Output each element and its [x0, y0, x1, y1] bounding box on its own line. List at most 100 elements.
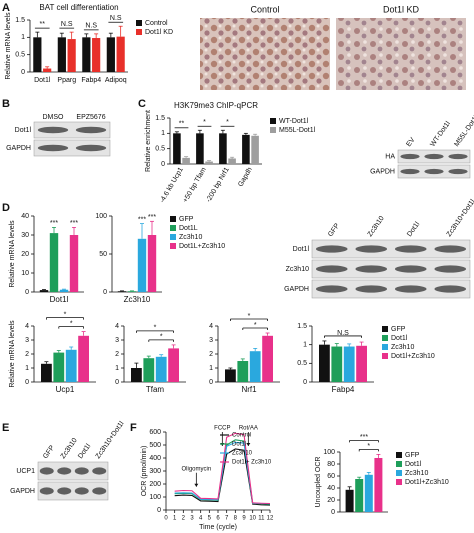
- y-tick-label: 300: [149, 468, 161, 475]
- x-tick-label: Adipoq: [105, 77, 127, 84]
- legend-label: GFP: [391, 326, 406, 333]
- legend-label: GFP: [179, 216, 194, 223]
- significance: *: [70, 320, 73, 327]
- legend-swatch: [170, 225, 176, 231]
- lane-label: Dot1l: [406, 220, 421, 238]
- blot-band: [92, 487, 107, 495]
- y-tick-label: 100: [323, 449, 335, 456]
- panel-label: D: [2, 202, 10, 214]
- bar: [182, 157, 190, 164]
- y-tick-label: 1.5: [15, 17, 25, 24]
- legend-swatch: [170, 234, 176, 240]
- y-tick-label: 0.5: [15, 52, 25, 59]
- significance: ***: [138, 216, 146, 223]
- x-tick-label: 0: [164, 516, 168, 522]
- panel-label: F: [130, 422, 137, 434]
- lane-label: Dot1l: [77, 442, 92, 460]
- y-axis-label: Relative enrichment: [145, 110, 152, 172]
- bar: [364, 474, 373, 512]
- legend-label: Zc3h10: [179, 234, 202, 241]
- significance: *: [254, 322, 257, 329]
- bar: [237, 361, 249, 382]
- x-tick-label: Nrf1: [241, 385, 257, 394]
- x-tick-label: Pparg: [57, 77, 76, 84]
- x-tick-label: 7: [225, 516, 229, 522]
- y-axis-label: Relative mRNA levels: [5, 12, 12, 80]
- legend-label: Zc3h10: [232, 451, 253, 457]
- y-tick-label: 0: [161, 161, 165, 168]
- significance: *: [160, 334, 163, 341]
- y-tick-label: 2: [25, 351, 29, 358]
- bar: [57, 37, 66, 72]
- y-tick-label: 600: [149, 429, 161, 436]
- blot-band: [57, 467, 72, 475]
- significance: N.S: [337, 330, 349, 337]
- y-tick-label: 20: [327, 497, 335, 504]
- significance: *: [203, 119, 206, 126]
- blot-band: [400, 153, 420, 160]
- significance: N.S: [61, 21, 73, 28]
- bar: [196, 133, 204, 164]
- x-tick-label: -4.6 kb Ucp1: [159, 166, 185, 204]
- legend-swatch: [396, 461, 402, 467]
- y-tick-label: 60: [327, 473, 335, 480]
- lane-label: WT-Dot1l: [429, 120, 452, 148]
- y-tick-label: 30: [21, 232, 29, 239]
- y-tick-label: 1: [303, 342, 307, 349]
- series-line: [174, 448, 271, 506]
- y-tick-label: 0: [209, 379, 213, 386]
- blot-band: [75, 144, 107, 152]
- legend-label: GFP: [405, 452, 420, 459]
- x-tick-label: 12: [267, 516, 274, 522]
- bar: [242, 134, 250, 164]
- bar: [225, 369, 236, 382]
- panel-label: A: [2, 2, 10, 14]
- bar: [82, 37, 91, 72]
- y-tick-label: 3: [25, 337, 29, 344]
- blot-band: [448, 153, 468, 160]
- y-axis-label: Relative mRNA levels: [9, 220, 16, 288]
- blot-band: [74, 487, 89, 495]
- bar: [39, 290, 49, 292]
- bar: [117, 291, 127, 292]
- lane-label: Zc3h10+Dot1l: [95, 420, 126, 460]
- x-tick-label: Zc3h10: [124, 295, 151, 304]
- significance: N.S: [110, 15, 122, 22]
- y-tick-label: 1: [25, 365, 29, 372]
- y-tick-label: 500: [149, 442, 161, 449]
- legend-swatch: [270, 127, 276, 133]
- bar: [131, 368, 142, 382]
- legend-label: Dot1l+Zc3h10: [391, 353, 435, 360]
- bar: [127, 291, 137, 292]
- significance: *: [64, 311, 67, 318]
- panel-label: E: [2, 422, 9, 434]
- bar: [41, 363, 52, 382]
- panel-label: C: [138, 98, 146, 110]
- y-tick-label: 100: [149, 494, 161, 501]
- y-tick-label: 0: [103, 289, 107, 296]
- y-tick-label: 40: [327, 485, 335, 492]
- x-tick-label: Fabp4: [332, 385, 355, 394]
- x-tick-label: 3: [190, 516, 194, 522]
- x-axis-label: Time (cycle): [199, 524, 237, 531]
- blot-band: [400, 168, 420, 175]
- legend-label: Dot1L: [179, 225, 198, 232]
- bar: [53, 352, 65, 382]
- y-tick-label: 50: [99, 251, 107, 258]
- bar: [251, 135, 259, 164]
- bar: [356, 345, 367, 382]
- y-tick-label: 1.5: [297, 323, 307, 330]
- chart-title: BAT cell differentiation: [39, 3, 118, 12]
- y-tick-label: 0: [25, 289, 29, 296]
- bar: [116, 36, 125, 72]
- legend-swatch: [136, 29, 142, 35]
- legend-label: Dot1l: [232, 442, 246, 448]
- blot-band: [315, 265, 348, 273]
- blot-band: [434, 285, 467, 293]
- bar: [147, 235, 157, 292]
- legend-swatch: [396, 479, 402, 485]
- series-line: [174, 441, 271, 505]
- lane-label: M55L-Dot1l: [453, 114, 474, 148]
- bar: [228, 158, 236, 164]
